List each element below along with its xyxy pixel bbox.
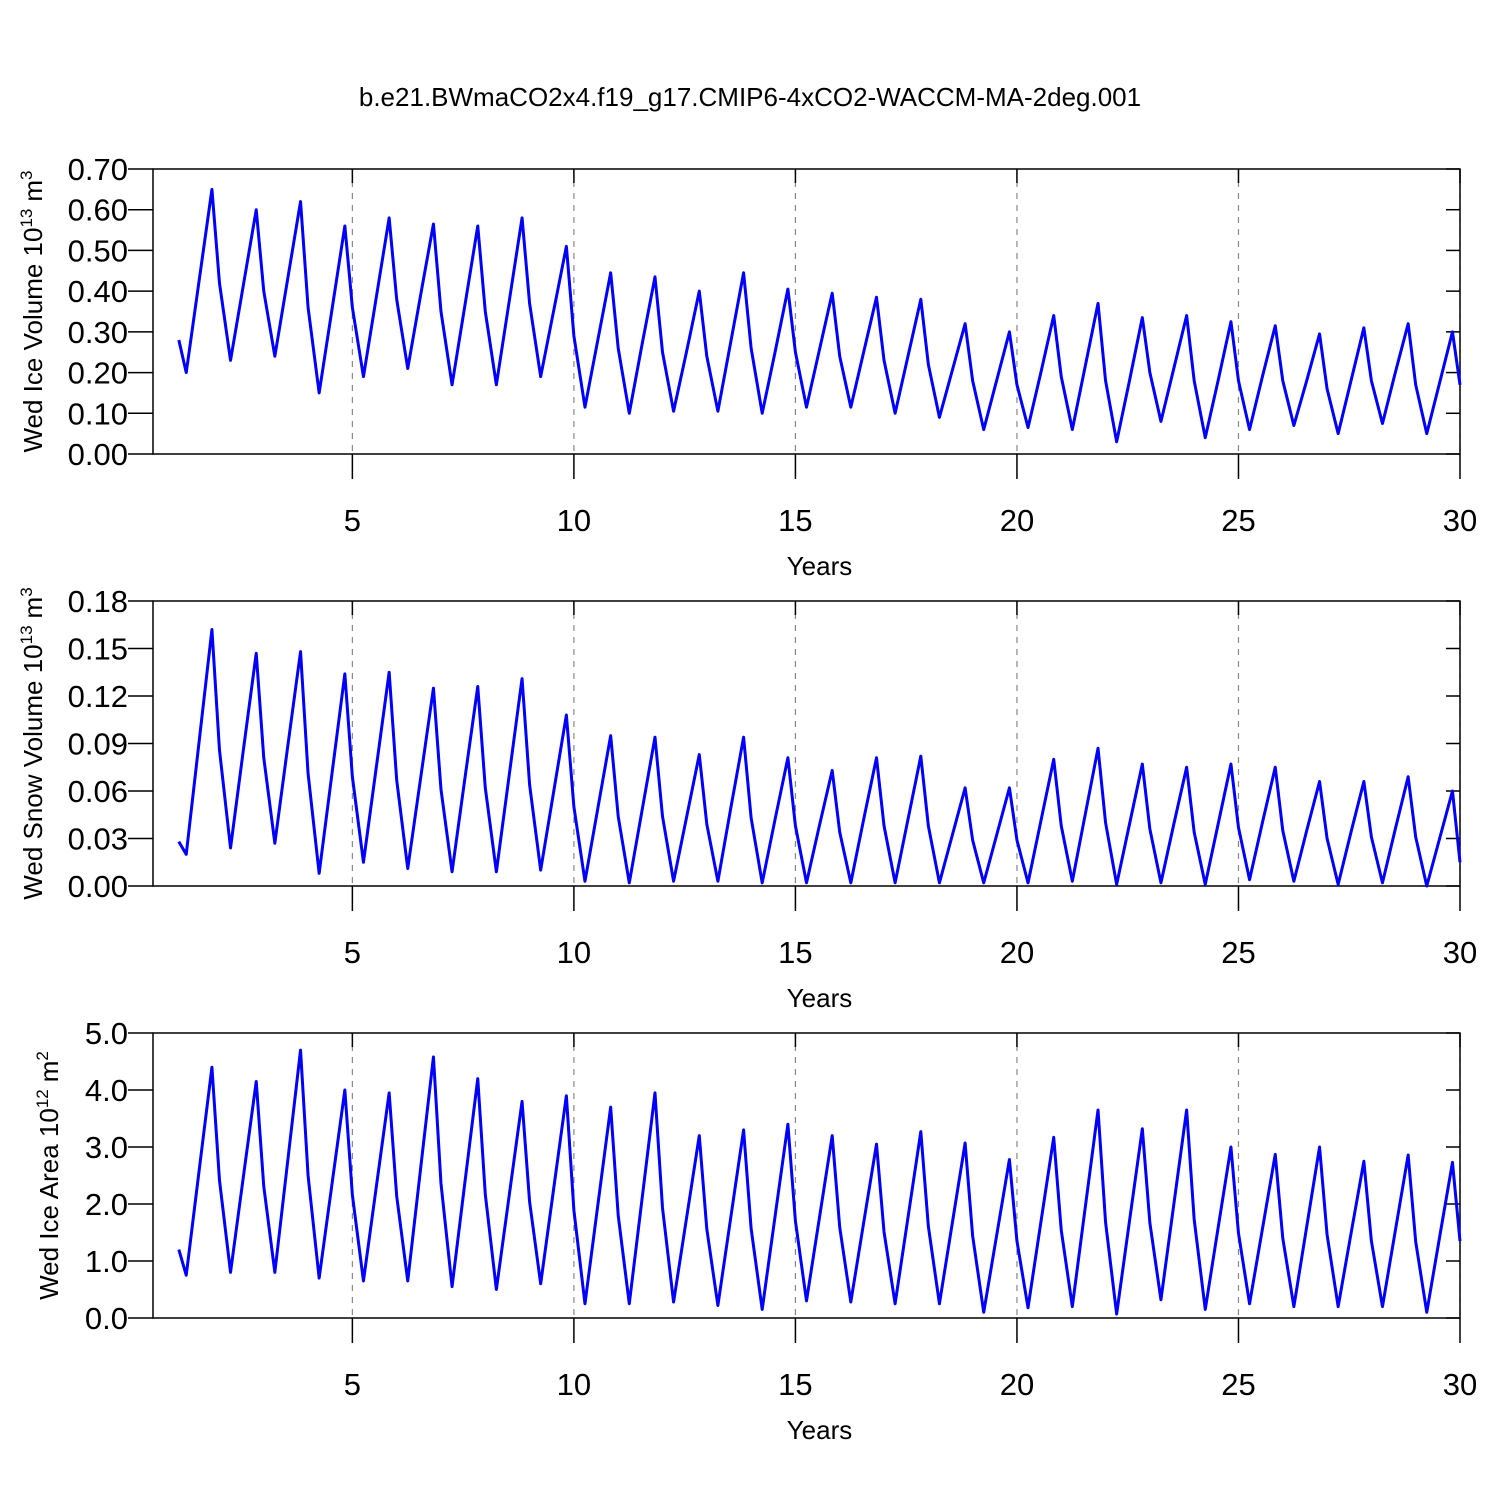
- x-tick-label: 15: [778, 503, 812, 538]
- x-tick-label: 30: [1443, 1367, 1477, 1402]
- y-tick-label: 0.18: [68, 584, 128, 619]
- x-tick-label: 10: [557, 935, 591, 970]
- y-tick-label: 0.15: [68, 632, 128, 667]
- x-tick-label: 25: [1221, 503, 1255, 538]
- y-tick-label: 0.03: [68, 822, 128, 857]
- y-tick-label: 0.50: [68, 233, 128, 268]
- y-tick-label: 0.20: [68, 356, 128, 391]
- x-tick-label: 30: [1443, 503, 1477, 538]
- y-axis-title-text: Wed Ice Area 10: [34, 1108, 64, 1300]
- y-tick-label: 4.0: [85, 1073, 128, 1108]
- data-line: [177, 1048, 1462, 1316]
- x-axis-title: Years: [787, 1415, 853, 1445]
- data-line: [177, 628, 1462, 888]
- y-tick-label: 3.0: [85, 1130, 128, 1165]
- x-tick-label: 10: [557, 503, 591, 538]
- x-axis-title: Years: [787, 983, 853, 1013]
- x-tick-label: 5: [344, 503, 361, 538]
- y-axis-title-unit: m: [18, 597, 48, 619]
- figure-title: b.e21.BWmaCO2x4.f19_g17.CMIP6-4xCO2-WACC…: [359, 82, 1141, 112]
- x-tick-label: 20: [1000, 1367, 1034, 1402]
- y-axis-title-exponent: 13: [17, 209, 36, 228]
- y-axis-title-text: Wed Ice Volume 10: [18, 228, 48, 453]
- y-axis-title-unit-exponent: 3: [17, 587, 36, 596]
- y-axis-title-unit-exponent: 3: [17, 170, 36, 179]
- x-tick-label: 10: [557, 1367, 591, 1402]
- x-tick-label: 25: [1221, 935, 1255, 970]
- y-axis-title-exponent: 12: [33, 1089, 52, 1108]
- y-tick-label: 0.00: [68, 437, 128, 472]
- x-tick-label: 5: [344, 935, 361, 970]
- x-tick-label: 20: [1000, 503, 1034, 538]
- y-tick-label: 0.10: [68, 396, 128, 431]
- y-tick-label: 0.30: [68, 315, 128, 350]
- y-tick-label: 0.06: [68, 774, 128, 809]
- y-axis-title: Wed Ice Area 1012 m2: [33, 1051, 64, 1300]
- plot-frame: [152, 168, 1461, 455]
- data-line: [177, 187, 1462, 444]
- x-tick-label: 5: [344, 1367, 361, 1402]
- x-tick-label: 30: [1443, 935, 1477, 970]
- y-axis-title: Wed Ice Volume 1013 m3: [17, 170, 48, 452]
- x-tick-label: 15: [778, 1367, 812, 1402]
- y-axis-title-unit: m: [18, 180, 48, 202]
- y-tick-label: 0.40: [68, 274, 128, 309]
- y-tick-label: 2.0: [85, 1187, 128, 1222]
- y-axis-title-unit-exponent: 2: [33, 1051, 52, 1060]
- y-axis-title-exponent: 13: [17, 625, 36, 644]
- y-tick-label: 0.12: [68, 679, 128, 714]
- y-tick-label: 1.0: [85, 1244, 128, 1279]
- plot-frame: [152, 600, 1461, 887]
- y-axis-title-unit: m: [34, 1061, 64, 1083]
- y-tick-label: 0.70: [68, 152, 128, 187]
- x-tick-label: 15: [778, 935, 812, 970]
- y-axis-title: Wed Snow Volume 1013 m3: [17, 587, 48, 899]
- y-tick-label: 0.60: [68, 193, 128, 228]
- y-tick-label: 0.09: [68, 727, 128, 762]
- y-tick-label: 0.00: [68, 869, 128, 904]
- plot-frame: [152, 1032, 1461, 1319]
- x-tick-label: 20: [1000, 935, 1034, 970]
- y-tick-label: 0.0: [85, 1301, 128, 1336]
- y-axis-title-text: Wed Snow Volume 10: [18, 644, 48, 899]
- x-axis-title: Years: [787, 551, 853, 581]
- y-tick-label: 5.0: [85, 1016, 128, 1051]
- x-tick-label: 25: [1221, 1367, 1255, 1402]
